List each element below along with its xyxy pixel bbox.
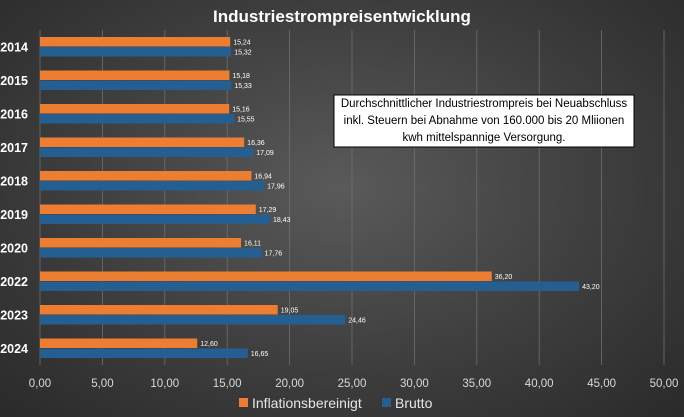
bar-brutto-2015 bbox=[40, 80, 232, 90]
x-tick-label: 25,00 bbox=[338, 378, 367, 390]
x-tick-label: 40,00 bbox=[525, 378, 554, 390]
data-label: 43,20 bbox=[582, 284, 600, 291]
legend-label-inflationsbereinigt: Inflationsbereinigt bbox=[252, 395, 362, 411]
bar-brutto-2022 bbox=[40, 281, 580, 291]
x-tick-label: 0,00 bbox=[29, 378, 51, 390]
data-label: 15,16 bbox=[232, 106, 250, 113]
bar-brutto-2014 bbox=[40, 47, 232, 57]
legend-swatch-brutto bbox=[382, 398, 391, 407]
grid bbox=[39, 30, 665, 365]
data-label: 16,36 bbox=[247, 140, 265, 147]
bar-inflationsbereinigt-2022 bbox=[40, 271, 492, 281]
x-tick-label: 20,00 bbox=[275, 378, 304, 390]
data-label: 17,76 bbox=[265, 250, 283, 257]
legend-label-brutto: Brutto bbox=[395, 395, 433, 411]
data-label: 17,09 bbox=[256, 150, 274, 157]
x-tick-label: 10,00 bbox=[150, 378, 179, 390]
bar-brutto-2024 bbox=[40, 348, 248, 358]
bar-brutto-2017 bbox=[40, 147, 254, 157]
data-label: 15,24 bbox=[233, 39, 251, 46]
data-label: 15,32 bbox=[234, 49, 252, 56]
annotation-line-2: inkl. Steuern bei Abnahme von 160.000 bi… bbox=[344, 115, 625, 127]
bar-inflationsbereinigt-2020 bbox=[40, 238, 242, 248]
annotation-line-3: kwh mittelspannige Versorgung. bbox=[402, 132, 565, 144]
data-label: 12,60 bbox=[200, 341, 218, 348]
data-label: 16,94 bbox=[254, 173, 272, 180]
bar-inflationsbereinigt-2018 bbox=[40, 171, 252, 181]
y-tick-label: 2016 bbox=[0, 107, 28, 121]
x-tick-label: 35,00 bbox=[462, 378, 491, 390]
bar-brutto-2018 bbox=[40, 181, 265, 191]
y-tick-label: 2015 bbox=[0, 74, 28, 88]
y-tick-label: 2024 bbox=[0, 342, 28, 356]
data-label: 15,55 bbox=[237, 116, 255, 123]
x-tick-label: 15,00 bbox=[213, 378, 242, 390]
legend: Inflationsbereinigt Brutto bbox=[239, 395, 433, 411]
data-label: 15,18 bbox=[232, 73, 250, 80]
bar-brutto-2020 bbox=[40, 248, 262, 258]
y-tick-label: 2020 bbox=[0, 241, 28, 255]
data-label: 18,43 bbox=[273, 217, 291, 224]
bar-brutto-2019 bbox=[40, 214, 271, 224]
bar-inflationsbereinigt-2024 bbox=[40, 338, 198, 348]
x-tick-label: 45,00 bbox=[587, 378, 616, 390]
legend-swatch-inflationsbereinigt bbox=[239, 398, 248, 407]
y-tick-label: 2022 bbox=[0, 275, 28, 289]
annotation-box: Durchschnittlicher Industriestrompreis b… bbox=[333, 94, 635, 148]
data-label: 19,05 bbox=[281, 307, 299, 314]
y-tick-label: 2023 bbox=[0, 308, 28, 322]
y-tick-label: 2018 bbox=[0, 174, 28, 188]
x-tick-label: 5,00 bbox=[91, 378, 113, 390]
data-label: 15,33 bbox=[234, 83, 252, 90]
data-label: 36,20 bbox=[495, 274, 513, 281]
chart-title: Industriestrompreisentwicklung bbox=[213, 7, 471, 26]
data-label: 17,96 bbox=[267, 183, 285, 190]
data-label: 17,29 bbox=[259, 207, 277, 214]
bar-inflationsbereinigt-2014 bbox=[40, 37, 231, 47]
bar-inflationsbereinigt-2019 bbox=[40, 204, 256, 214]
y-axis-labels: 2014 2015 2016 2017 2018 2019 2020 2022 2023 2024 bbox=[0, 40, 28, 356]
x-tick-label: 50,00 bbox=[650, 378, 679, 390]
bar-brutto-2016 bbox=[40, 114, 235, 124]
y-tick-label: 2014 bbox=[0, 40, 28, 54]
data-label: 16,65 bbox=[251, 351, 269, 358]
bar-inflationsbereinigt-2016 bbox=[40, 104, 230, 114]
bar-inflationsbereinigt-2023 bbox=[40, 305, 278, 315]
bars: 15,24 15,32 15,18 15,33 15,16 15,55 16,36 17,09… bbox=[40, 37, 600, 358]
bar-inflationsbereinigt-2017 bbox=[40, 137, 245, 147]
y-tick-label: 2017 bbox=[0, 141, 28, 155]
y-tick-label: 2019 bbox=[0, 208, 28, 222]
x-tick-label: 30,00 bbox=[400, 378, 429, 390]
bar-brutto-2023 bbox=[40, 315, 346, 325]
x-axis-labels: 0,00 5,00 10,00 15,00 20,00 25,00 30,00 35,00 40… bbox=[29, 378, 679, 390]
data-label: 16,11 bbox=[244, 240, 261, 247]
bar-inflationsbereinigt-2015 bbox=[40, 70, 230, 80]
data-label: 24,46 bbox=[348, 317, 366, 324]
annotation-line-1: Durchschnittlicher Industriestrompreis b… bbox=[341, 98, 628, 110]
